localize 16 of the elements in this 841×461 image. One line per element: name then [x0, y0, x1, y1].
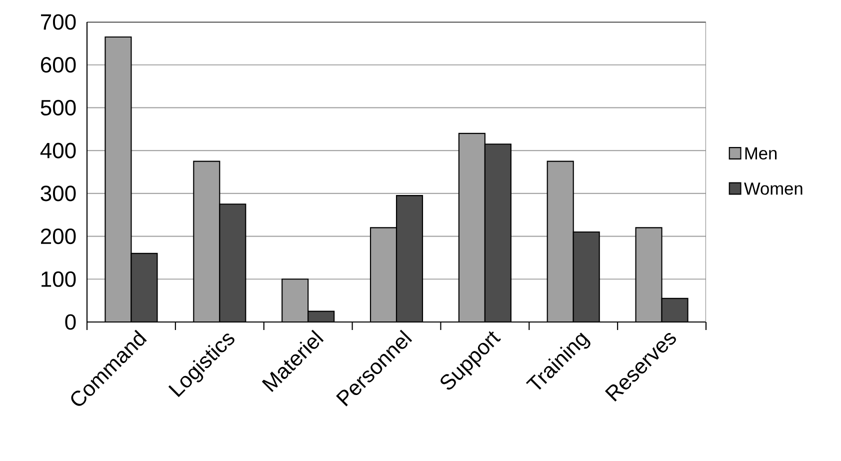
legend-label: Men	[745, 147, 777, 160]
y-tick-label: 100	[42, 271, 76, 287]
y-tick-label: 400	[40, 142, 76, 158]
bar	[573, 232, 600, 322]
y-tick-label: 200	[41, 228, 76, 244]
legend-label: Women	[744, 182, 802, 195]
bar	[396, 196, 423, 322]
bar	[131, 253, 158, 322]
y-tick-label: 0	[65, 314, 76, 330]
bar	[484, 144, 511, 322]
bar	[220, 204, 246, 322]
y-tick-label: 300	[40, 186, 76, 202]
bar	[661, 298, 688, 322]
y-tick-label: 700	[41, 14, 76, 30]
y-tick-label: 500	[40, 100, 76, 116]
y-tick-label: 600	[41, 57, 76, 73]
